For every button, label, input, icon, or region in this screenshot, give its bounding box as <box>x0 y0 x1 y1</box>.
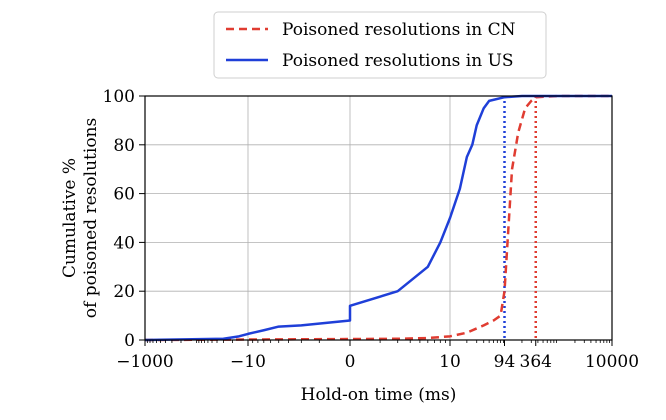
y-tick-label: 100 <box>103 87 135 107</box>
plot-frame <box>144 95 613 341</box>
x-tick-label: 364 <box>520 352 552 372</box>
x-tick-label: 10000 <box>585 352 639 372</box>
y-tick-label: 40 <box>113 233 135 253</box>
y-axis-ticks: 0 20 40 60 80 100 <box>103 87 145 351</box>
legend-label-cn: Poisoned resolutions in CN <box>282 20 516 40</box>
legend-label-us: Poisoned resolutions in US <box>282 51 514 71</box>
y-tick-label: 20 <box>113 282 135 302</box>
series-line-cn <box>144 94 612 342</box>
grid-lines <box>144 95 613 341</box>
legend: Poisoned resolutions in CN Poisoned reso… <box>213 11 547 79</box>
x-tick-label: −10 <box>230 352 266 372</box>
x-tick-label: 10 <box>439 352 461 372</box>
y-axis-label-line-2: of poisoned resolutions <box>81 118 101 318</box>
vertical-markers <box>503 96 537 340</box>
x-tick-label: 0 <box>345 352 356 372</box>
y-axis-label-line-1: Cumulative % <box>60 158 80 278</box>
legend-box <box>213 11 547 79</box>
y-tick-label: 80 <box>113 136 135 156</box>
x-tick-label: 94 <box>494 352 516 372</box>
x-tick-label: −1000 <box>116 352 174 372</box>
series-lines <box>144 94 612 342</box>
y-tick-label: 60 <box>113 185 135 205</box>
x-axis-ticks: −1000 −10 0 10 94 364 10000 <box>116 340 639 372</box>
y-tick-label: 0 <box>124 331 135 351</box>
series-line-us <box>144 94 612 342</box>
x-axis-label: Hold-on time (ms) <box>301 385 457 405</box>
